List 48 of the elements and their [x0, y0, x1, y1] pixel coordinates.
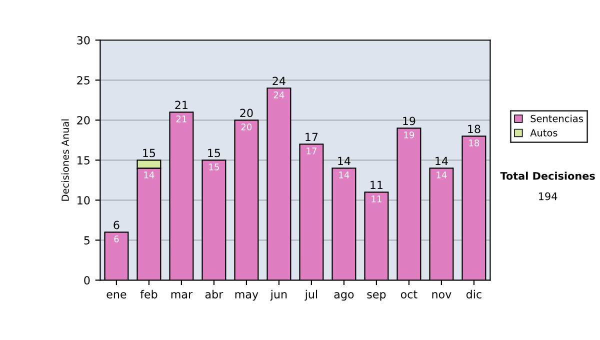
- y-tick-label: 30: [77, 36, 90, 44]
- x-tick-label: may: [235, 292, 258, 301]
- total-label: 24: [272, 76, 286, 86]
- x-tick-label: dic: [466, 290, 482, 298]
- x-tick-label: abr: [205, 290, 224, 298]
- x-tick-label: sep: [367, 292, 386, 301]
- legend-label: Sentencias: [530, 114, 583, 122]
- total-label: 11: [370, 180, 382, 190]
- x-tick-label: oct: [400, 290, 418, 298]
- data-label: 20: [241, 123, 252, 130]
- total-label: 14: [338, 156, 350, 166]
- x-tick-label: jul: [304, 290, 318, 301]
- y-tick-label: 20: [77, 116, 90, 125]
- data-label: 15: [209, 164, 219, 170]
- total-label: 17: [306, 132, 318, 142]
- data-label: 18: [469, 139, 480, 146]
- total-label: 6: [114, 220, 120, 230]
- data-label: 17: [306, 148, 316, 154]
- total-label: 21: [175, 100, 188, 110]
- total-label: 15: [208, 148, 220, 158]
- x-tick-label: nov: [432, 292, 452, 298]
- x-tick-label: ago: [334, 292, 354, 301]
- data-label: 11: [372, 196, 382, 202]
- x-tick-label: jun: [270, 290, 287, 301]
- data-label: 19: [404, 131, 414, 138]
- y-tick-label: 5: [84, 236, 90, 245]
- y-axis-title: Decisiones Anual: [61, 119, 69, 201]
- y-tick-label: 25: [77, 76, 90, 85]
- data-label: 14: [436, 172, 447, 178]
- data-label: 14: [144, 172, 154, 178]
- total-label: 20: [240, 108, 253, 118]
- data-label: 6: [114, 236, 119, 242]
- total-label: 14: [436, 156, 448, 166]
- data-label: 14: [339, 172, 350, 178]
- legend-label: Autos: [530, 129, 558, 136]
- data-label: 21: [176, 115, 186, 122]
- text: 194: [539, 192, 558, 200]
- total-label: 19: [403, 116, 416, 126]
- total-label: 15: [143, 148, 156, 158]
- total-label: 18: [468, 124, 480, 134]
- y-tick-label: 15: [78, 156, 90, 165]
- text: Total Decisiones: [500, 172, 595, 180]
- x-tick-label: ene: [106, 292, 126, 298]
- y-tick-label: 10: [78, 196, 90, 205]
- x-tick-label: feb: [140, 290, 158, 298]
- x-tick-label: mar: [171, 292, 193, 298]
- y-tick-label: 0: [84, 276, 90, 285]
- data-label: 24: [274, 91, 284, 98]
